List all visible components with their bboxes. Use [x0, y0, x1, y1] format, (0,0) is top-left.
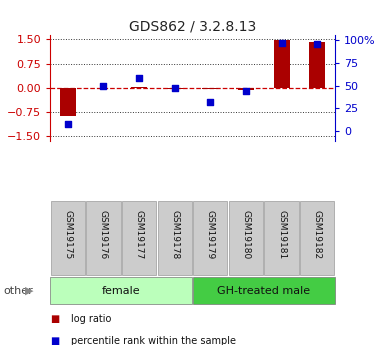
- Point: [100, 83, 107, 88]
- Point: [207, 99, 213, 105]
- Text: GSM19182: GSM19182: [313, 210, 321, 259]
- Text: GSM19181: GSM19181: [277, 210, 286, 259]
- Bar: [131, 87, 147, 88]
- Point: [314, 41, 320, 46]
- Text: GSM19180: GSM19180: [241, 210, 250, 259]
- Text: GSM19175: GSM19175: [64, 210, 72, 259]
- Text: GSM19178: GSM19178: [170, 210, 179, 259]
- Text: other: other: [4, 286, 33, 296]
- Point: [278, 40, 285, 46]
- Text: GSM19176: GSM19176: [99, 210, 108, 259]
- Point: [136, 76, 142, 81]
- Text: ■: ■: [50, 336, 59, 345]
- Bar: [273, 40, 290, 88]
- Bar: [309, 42, 325, 88]
- Title: GDS862 / 3.2.8.13: GDS862 / 3.2.8.13: [129, 19, 256, 33]
- Bar: [167, 88, 183, 89]
- Text: GH-treated male: GH-treated male: [217, 286, 310, 296]
- Text: female: female: [102, 286, 141, 296]
- Bar: [238, 88, 254, 90]
- Text: ▶: ▶: [25, 286, 33, 296]
- Bar: [202, 88, 218, 89]
- Bar: [60, 88, 76, 116]
- Point: [243, 88, 249, 94]
- Text: GSM19179: GSM19179: [206, 210, 215, 259]
- Point: [172, 86, 178, 91]
- Text: log ratio: log ratio: [71, 314, 112, 324]
- Text: ■: ■: [50, 314, 59, 324]
- Text: GSM19177: GSM19177: [135, 210, 144, 259]
- Text: percentile rank within the sample: percentile rank within the sample: [71, 336, 236, 345]
- Point: [65, 121, 71, 127]
